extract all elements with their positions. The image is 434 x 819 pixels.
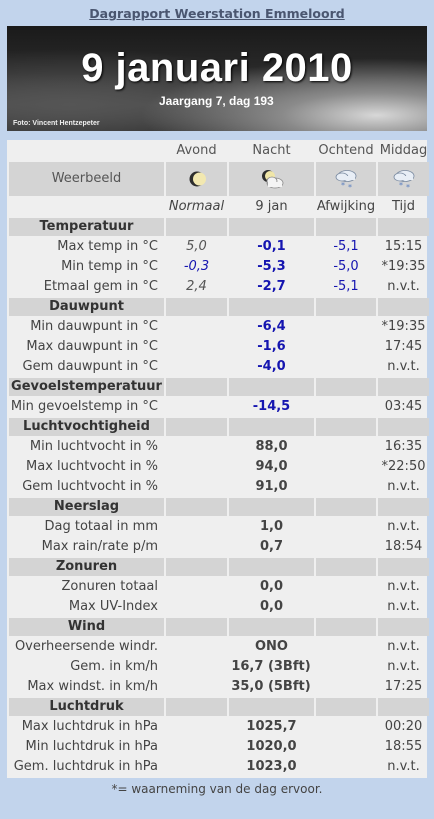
subheader-normaal: Normaal [168, 199, 225, 214]
svg-text:*: * [348, 183, 352, 191]
table-row: Max luchtvocht in % 94,0 *22:50 [26, 459, 426, 474]
section-label: Wind [9, 618, 164, 636]
section-label: Luchtvochtigheid [9, 418, 164, 436]
moon-icon [166, 162, 227, 196]
section-label: Neerslag [9, 498, 164, 516]
subheader-afwijking: Afwijking [316, 199, 376, 214]
svg-text:*: * [406, 183, 410, 191]
report-subtitle: Jaargang 7, dag 193 [159, 94, 274, 108]
section-luchtdruk: Luchtdruk [9, 698, 429, 716]
header-row: Avond Nacht Ochtend Middag [9, 142, 429, 160]
table-row: Gem. luchtdruk in hPa 1023,0 n.v.t. [13, 759, 420, 774]
section-zonuren: Zonuren [9, 558, 429, 576]
photo-credit: Foto: Vincent Hentzepeter [13, 120, 100, 127]
svg-text:*: * [399, 181, 403, 190]
table-row: Dag totaal in mm 1,0 n.v.t. [44, 519, 420, 534]
subheader-row: Normaal 9 jan Afwijking Tijd [9, 198, 429, 216]
page-title[interactable]: Dagrapport Weerstation Emmeloord [89, 6, 345, 21]
header-middag: Middag [379, 143, 428, 158]
section-label: Luchtdruk [9, 698, 164, 716]
svg-text:*: * [341, 181, 345, 190]
section-label: Zonuren [9, 558, 164, 576]
table-row: Etmaal gem in °C 2,4 -2,7 -5,1 n.v.t. [43, 279, 420, 294]
table-row: Min temp in °C -0,3 -5,3 -5,0 *19:35 [61, 259, 426, 274]
table-row: Overheersende windr. ONO n.v.t. [14, 639, 420, 654]
weerbeeld-row: Weerbeeld * * * * [9, 162, 429, 196]
section-label: Temperatuur [9, 218, 164, 236]
table-row: Max UV-Index 0,0 n.v.t. [68, 599, 420, 614]
table-row: Gem luchtvocht in % 91,0 n.v.t. [22, 479, 420, 494]
table-row: Min luchtdruk in hPa 1020,0 18:55 [25, 739, 423, 754]
table-row: Min dauwpunt in °C -6,4 *19:35 [30, 319, 426, 334]
section-wind: Wind [9, 618, 429, 636]
table-row: Zonuren totaal 0,0 n.v.t. [61, 579, 420, 594]
report-date: 9 januari 2010 [81, 46, 353, 90]
table-row: Max rain/rate p/m 0,7 18:54 [41, 539, 423, 554]
snow-cloud-icon: * * [316, 162, 376, 196]
section-neerslag: Neerslag [9, 498, 429, 516]
table-row: Max dauwpunt in °C -1,6 17:45 [26, 339, 423, 354]
table-row: Gem. in km/h 16,7 (3Bft) n.v.t. [70, 659, 420, 674]
table-row: Max windst. in km/h 35,0 (5Bft) 17:25 [27, 679, 423, 694]
table-row: Gem dauwpunt in °C -4,0 n.v.t. [22, 359, 420, 374]
subheader-date: 9 jan [255, 199, 288, 214]
banner-image: 9 januari 2010 Jaargang 7, dag 193 Foto:… [7, 26, 427, 131]
partly-cloudy-night-icon [229, 162, 314, 196]
header-nacht: Nacht [252, 143, 291, 158]
section-luchtvochtigheid: Luchtvochtigheid [9, 418, 429, 436]
table-row: Min luchtvocht in % 88,0 16:35 [29, 439, 423, 454]
header-avond: Avond [176, 143, 217, 158]
weather-table: Avond Nacht Ochtend Middag Weerbeeld * * … [7, 140, 429, 778]
snow-cloud-icon: * * [378, 162, 429, 196]
table-row: Min gevoelstemp in °C -14,5 03:45 [10, 399, 423, 414]
section-gevoelstemperatuur: Gevoelstemperatuur [9, 378, 429, 396]
section-label: Gevoelstemperatuur [9, 378, 164, 396]
subheader-tijd: Tijd [391, 199, 416, 214]
table-row: Max temp in °C 5,0 -0,1 -5,1 15:15 [57, 239, 423, 254]
section-label: Dauwpunt [9, 298, 164, 316]
footnote: *= waarneming van de dag ervoor. [111, 782, 323, 796]
section-dauwpunt: Dauwpunt [9, 298, 429, 316]
table-row: Max luchtdruk in hPa 1025,7 00:20 [21, 719, 423, 734]
weerbeeld-label: Weerbeeld [9, 162, 164, 196]
header-ochtend: Ochtend [318, 143, 374, 158]
section-temperatuur: Temperatuur [9, 218, 429, 236]
